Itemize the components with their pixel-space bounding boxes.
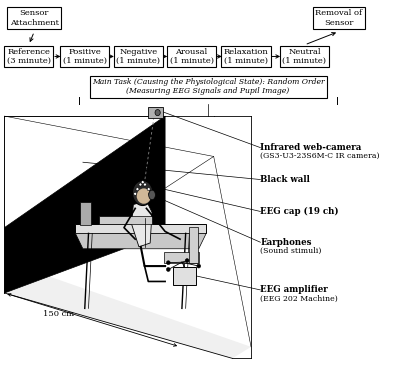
Polygon shape [4, 270, 251, 358]
Text: Positive
(1 minute): Positive (1 minute) [63, 48, 107, 65]
Text: Infrared web-camera: Infrared web-camera [260, 143, 362, 152]
Ellipse shape [155, 110, 160, 116]
Circle shape [134, 192, 137, 195]
Ellipse shape [132, 181, 153, 205]
Circle shape [139, 183, 142, 186]
Circle shape [149, 192, 152, 195]
FancyBboxPatch shape [164, 252, 200, 263]
Circle shape [141, 181, 144, 184]
Circle shape [185, 259, 189, 262]
Polygon shape [4, 116, 165, 293]
Ellipse shape [137, 188, 151, 204]
FancyBboxPatch shape [173, 267, 196, 284]
Circle shape [144, 183, 146, 186]
FancyBboxPatch shape [76, 224, 206, 234]
Text: (Sound stimuli): (Sound stimuli) [260, 247, 322, 255]
FancyBboxPatch shape [99, 217, 152, 224]
FancyBboxPatch shape [148, 107, 163, 118]
Circle shape [166, 267, 170, 271]
Ellipse shape [149, 190, 155, 200]
Polygon shape [76, 234, 206, 249]
Circle shape [166, 261, 170, 265]
Text: EEG cap (19 ch): EEG cap (19 ch) [260, 207, 339, 216]
Text: (EEG 202 Machine): (EEG 202 Machine) [260, 295, 338, 302]
Text: Sensor
Attachment: Sensor Attachment [10, 9, 59, 27]
Text: EEG amplifier: EEG amplifier [260, 285, 328, 295]
Text: Earphones: Earphones [260, 238, 312, 247]
Text: (GS3-U3-23S6M-C IR camera): (GS3-U3-23S6M-C IR camera) [260, 152, 380, 160]
Circle shape [147, 188, 150, 191]
Text: Neutral
(1 minute): Neutral (1 minute) [282, 48, 326, 65]
Text: Arousal
(1 minute): Arousal (1 minute) [170, 48, 214, 65]
Text: Removal of
Sensor: Removal of Sensor [315, 9, 362, 27]
Polygon shape [132, 201, 152, 247]
Text: Main Task (Causing the Physiological State): Random Order
(Measuring EEG Signals: Main Task (Causing the Physiological Sta… [92, 78, 324, 95]
Text: Reference
(3 minute): Reference (3 minute) [7, 48, 51, 65]
Text: 150 cm: 150 cm [43, 310, 74, 318]
Circle shape [197, 264, 201, 268]
FancyBboxPatch shape [189, 227, 198, 263]
Text: Relaxation
(1 minute): Relaxation (1 minute) [224, 48, 268, 65]
FancyBboxPatch shape [80, 202, 91, 225]
Text: Negative
(1 minute): Negative (1 minute) [116, 48, 160, 65]
Circle shape [136, 188, 139, 191]
Text: Black wall: Black wall [260, 175, 310, 184]
Circle shape [185, 270, 189, 274]
